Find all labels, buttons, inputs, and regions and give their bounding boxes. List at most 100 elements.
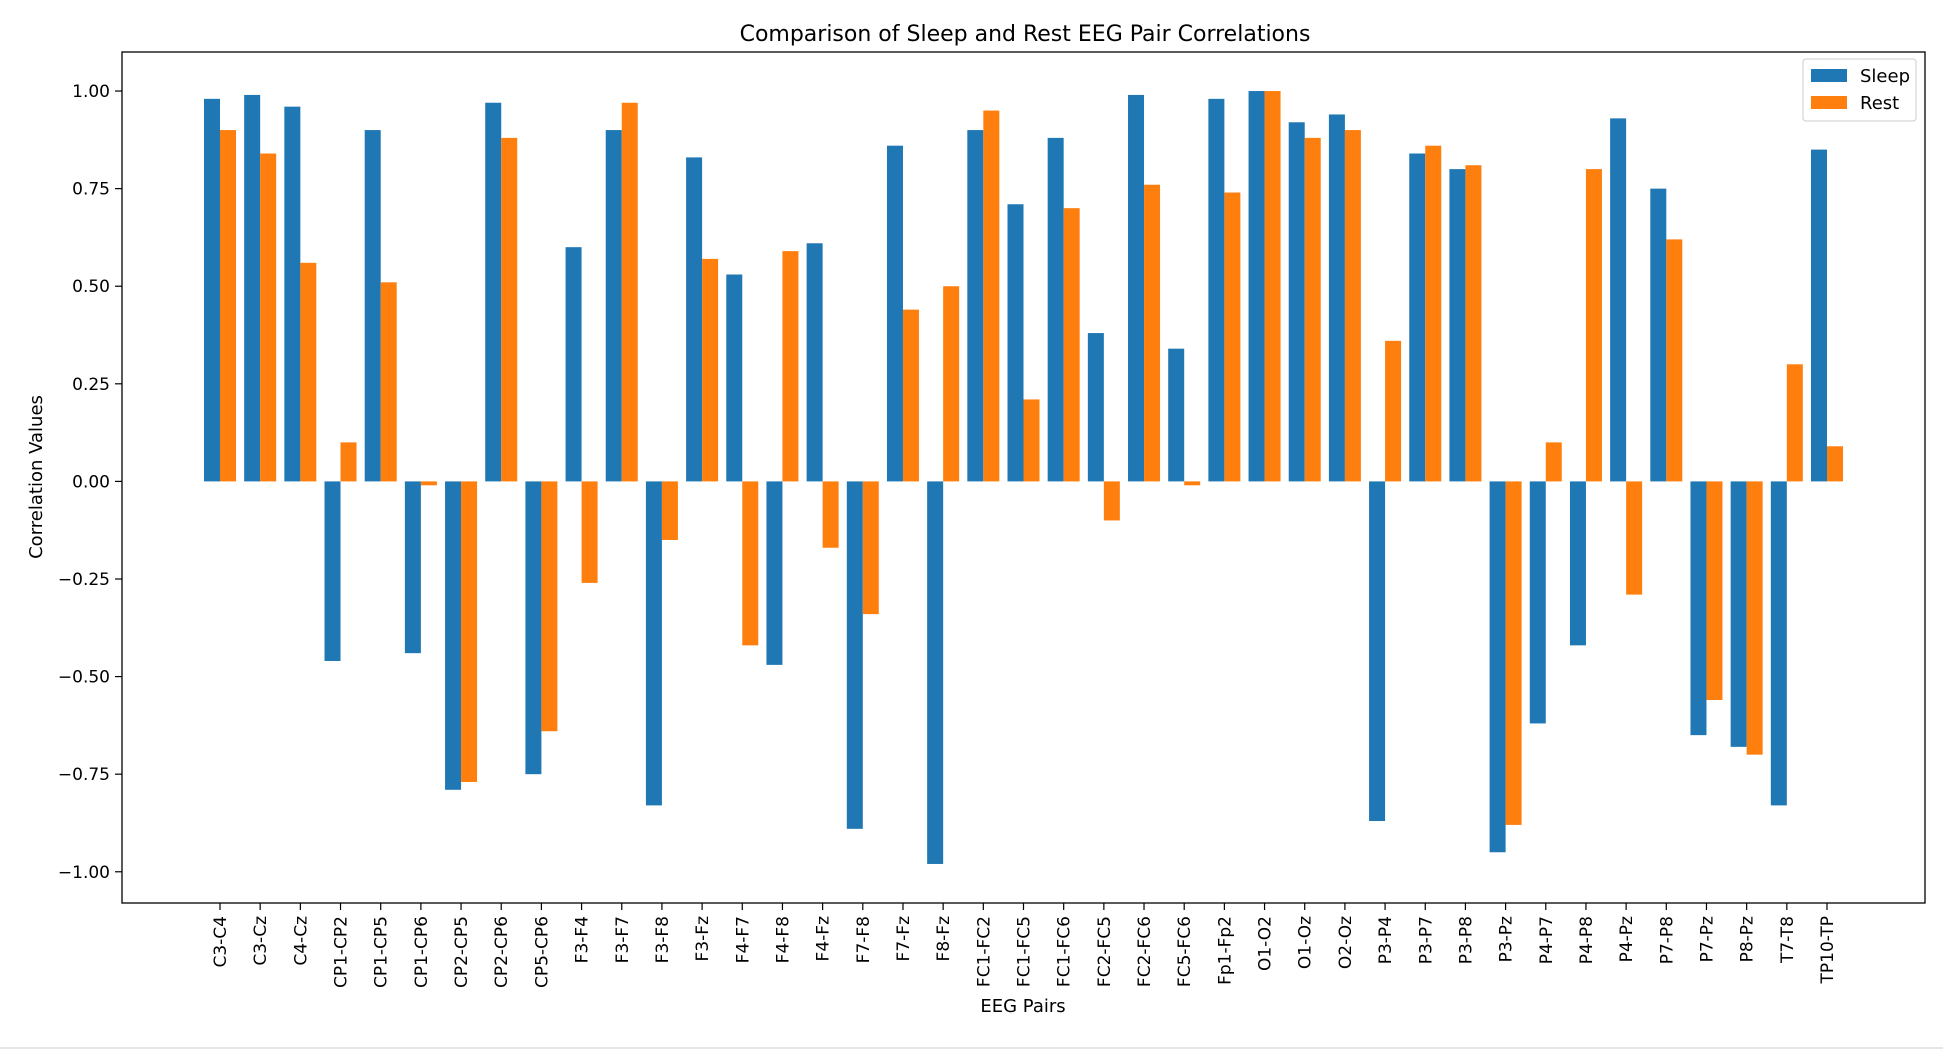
bar-sleep-cp1-cp6	[404, 481, 421, 654]
x-tick-label-cp1-cp2: CP1-CP2	[332, 916, 352, 988]
y-tick-label: 0.50	[72, 277, 110, 297]
bar-rest-p3-p8	[1465, 165, 1482, 482]
x-tick-label-p7-pz: P7-Pz	[1697, 916, 1717, 962]
bar-rest-t7-t8	[1786, 364, 1803, 482]
x-tick-label-fc1-fc6: FC1-FC6	[1055, 916, 1075, 987]
bar-rest-f3-f7	[621, 102, 638, 482]
bar-sleep-fp1-fp2	[1208, 98, 1225, 482]
x-axis-label: EEG Pairs	[980, 996, 1065, 1017]
bar-sleep-cp2-cp5	[445, 481, 462, 790]
y-tick-label: −0.75	[58, 765, 110, 785]
bar-sleep-c4-cz	[284, 106, 301, 482]
y-axis-label: Correlation Values	[26, 395, 47, 559]
bars-layer	[204, 91, 1843, 864]
bar-sleep-f4-f7	[726, 274, 743, 482]
x-tick-label-tp10-tp: TP10-TP	[1818, 916, 1838, 984]
bar-rest-fc1-fc6	[1063, 208, 1080, 482]
bar-sleep-f7-f8	[846, 481, 863, 829]
bar-rest-o1-oz	[1304, 137, 1321, 482]
bar-sleep-f7-fz	[886, 145, 903, 482]
bar-rest-p7-pz	[1706, 481, 1723, 701]
y-axis: 1.00 0.75 0.50 0.25 0.00 −0.25 −0.50 −0.75 −1.00	[58, 82, 122, 883]
bar-sleep-f3-f4	[565, 247, 582, 482]
x-tick-label-o1-oz: O1-Oz	[1296, 916, 1316, 969]
x-tick-label-f3-f4: F3-F4	[573, 916, 593, 963]
x-tick-label-p3-p4: P3-P4	[1376, 916, 1396, 964]
bar-sleep-fc5-fc6	[1168, 348, 1185, 482]
chart-title: Comparison of Sleep and Rest EEG Pair Co…	[740, 22, 1311, 47]
bar-sleep-f8-fz	[927, 481, 944, 864]
bar-sleep-f3-fz	[686, 157, 703, 482]
y-tick-label: −0.25	[58, 570, 110, 590]
bar-rest-cp5-cp6	[541, 481, 558, 732]
bar-sleep-tp10-tp	[1811, 149, 1827, 482]
bar-sleep-cp2-cp6	[485, 102, 502, 482]
bar-rest-fc2-fc5	[1103, 481, 1120, 521]
bar-rest-fc2-fc6	[1144, 184, 1161, 482]
bar-sleep-t7-t8	[1770, 481, 1787, 806]
bar-rest-f3-f4	[581, 481, 598, 583]
x-tick-label-p7-p8: P7-P8	[1657, 916, 1677, 964]
x-tick-label-f4-f8: F4-F8	[773, 916, 793, 963]
bar-sleep-c3-cz	[244, 94, 261, 482]
legend-swatch-rest	[1811, 96, 1847, 109]
bar-sleep-p4-p7	[1529, 481, 1546, 724]
bar-sleep-fc1-fc6	[1047, 137, 1064, 482]
x-tick-label-cp1-cp6: CP1-CP6	[412, 916, 432, 988]
y-tick-label: 1.00	[72, 82, 110, 102]
bar-sleep-f4-fz	[806, 243, 823, 482]
x-tick-label-c4-cz: C4-Cz	[291, 916, 311, 966]
y-tick-label: 0.00	[72, 472, 110, 492]
bar-rest-cp2-cp6	[501, 137, 518, 482]
bar-rest-p8-pz	[1746, 481, 1763, 755]
x-tick-label-fc1-fc5: FC1-FC5	[1015, 916, 1035, 987]
bar-rest-p7-p8	[1666, 239, 1683, 482]
y-tick-label: 0.25	[72, 375, 110, 395]
x-tick-label-p3-pz: P3-Pz	[1497, 916, 1517, 962]
x-tick-label-o1-o2: O1-O2	[1256, 916, 1276, 971]
bar-rest-c4-cz	[300, 262, 317, 482]
bar-rest-o2-oz	[1344, 130, 1361, 482]
legend-swatch-sleep	[1811, 69, 1847, 82]
bar-rest-p3-p4	[1385, 340, 1402, 482]
bar-rest-cp1-cp6	[420, 481, 437, 486]
x-tick-label-f4-fz: F4-Fz	[814, 916, 834, 962]
x-tick-label-cp2-cp6: CP2-CP6	[492, 916, 512, 988]
x-tick-label-f8-fz: F8-Fz	[934, 916, 954, 962]
bar-sleep-c3-c4	[204, 98, 220, 482]
y-tick-label: −0.50	[58, 668, 110, 688]
bar-rest-p4-pz	[1626, 481, 1643, 595]
bar-rest-c3-cz	[260, 153, 277, 482]
x-tick-label-p8-pz: P8-Pz	[1738, 916, 1758, 962]
legend-label-sleep: Sleep	[1860, 66, 1910, 87]
bar-rest-cp1-cp2	[340, 442, 357, 482]
bar-rest-fc1-fc5	[1023, 399, 1040, 482]
x-axis: C3-C4 C3-Cz C4-Cz CP1-CP2 CP1-CP5 CP1-CP6 CP2-…	[211, 903, 1838, 988]
bar-rest-cp2-cp5	[461, 481, 478, 782]
bar-sleep-fc2-fc6	[1128, 94, 1145, 482]
bar-sleep-fc1-fc2	[967, 130, 984, 482]
bar-sleep-f3-f7	[605, 130, 622, 482]
bar-sleep-o1-o2	[1248, 91, 1265, 482]
x-tick-label-fc5-fc6: FC5-FC6	[1175, 916, 1195, 987]
x-tick-label-fc2-fc5: FC2-FC5	[1095, 916, 1115, 987]
bar-sleep-o1-oz	[1288, 122, 1305, 482]
window-bottom-edge	[0, 1047, 1943, 1049]
x-tick-label-p3-p7: P3-P7	[1416, 916, 1436, 964]
x-tick-label-cp2-cp5: CP2-CP5	[452, 916, 472, 988]
x-tick-label-f3-f7: F3-F7	[613, 916, 633, 963]
bar-rest-f4-f8	[782, 251, 799, 482]
legend-label-rest: Rest	[1860, 93, 1899, 114]
x-tick-label-fc1-fc2: FC1-FC2	[974, 916, 994, 987]
bar-sleep-f3-f8	[645, 481, 662, 806]
x-tick-label-c3-c4: C3-C4	[211, 916, 231, 968]
x-tick-label-p4-pz: P4-Pz	[1617, 916, 1637, 962]
bar-rest-f3-f8	[661, 481, 678, 540]
bar-sleep-cp5-cp6	[525, 481, 542, 775]
bar-sleep-f4-f8	[766, 481, 783, 665]
x-tick-label-f3-f8: F3-F8	[653, 916, 673, 963]
x-tick-label-f7-f8: F7-F8	[854, 916, 874, 963]
y-tick-label: −1.00	[58, 863, 110, 883]
bar-rest-cp1-cp5	[380, 282, 397, 482]
